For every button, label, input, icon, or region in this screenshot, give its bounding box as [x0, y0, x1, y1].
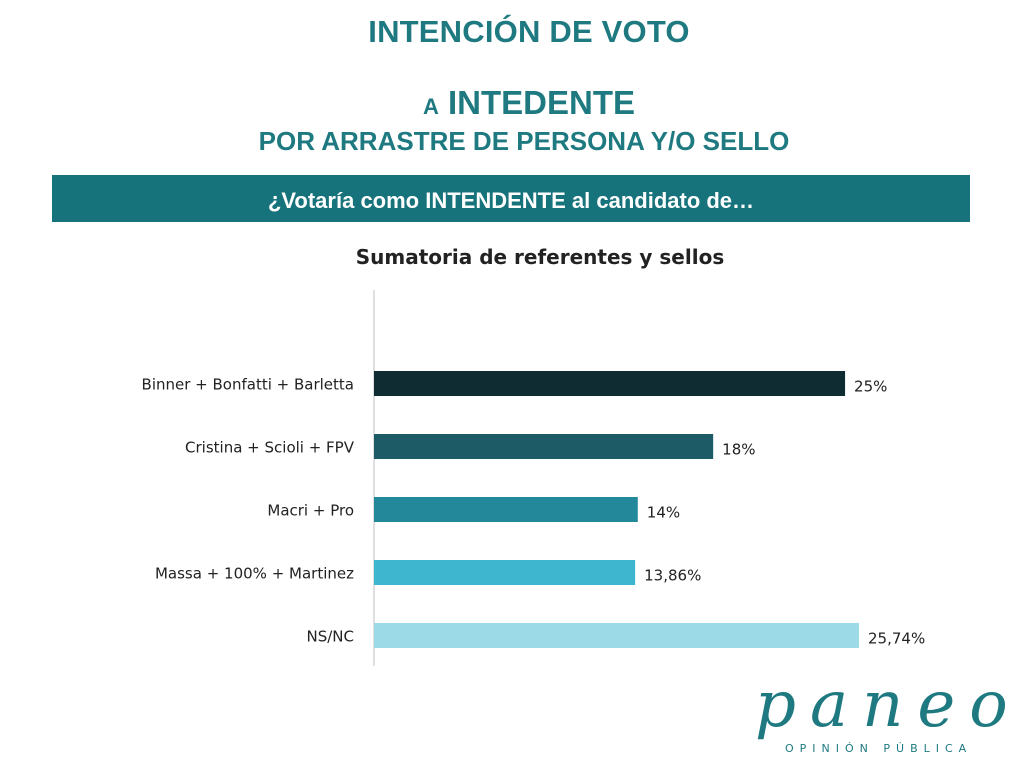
- page-title: INTENCIÓN DE VOTO: [368, 14, 690, 49]
- brand-tagline: OPINIÓN PÚBLICA: [785, 742, 973, 755]
- category-label: Binner + Bonfatti + Barletta: [142, 376, 354, 394]
- category-label: Macri + Pro: [267, 502, 354, 520]
- bar-4: [374, 623, 859, 648]
- category-label: Massa + 100% + Martinez: [155, 565, 354, 583]
- brand-name: paneo: [755, 668, 1022, 742]
- data-label: 18%: [722, 441, 755, 459]
- category-label: Cristina + Scioli + FPV: [185, 439, 355, 457]
- data-label: 14%: [647, 504, 680, 522]
- bar-1: [374, 434, 714, 459]
- question-banner: ¿Votaría como INTENDENTE al candidato de…: [52, 175, 970, 222]
- page-subtitle-2: POR ARRASTRE DE PERSONA Y/O SELLO: [258, 126, 790, 156]
- bar-2: [374, 497, 638, 522]
- data-label: 25%: [854, 378, 887, 396]
- chart-title: Sumatoria de referentes y sellos: [355, 245, 725, 269]
- category-label: NS/NC: [307, 628, 355, 646]
- brand-logo: paneo OPINIÓN PÚBLICA: [755, 670, 1015, 755]
- subtitle-prefix: A: [422, 94, 439, 119]
- bar-0: [374, 371, 846, 396]
- subtitle-main: INTEDENTE: [448, 84, 636, 121]
- data-label: 25,74%: [868, 630, 925, 648]
- bar-3: [374, 560, 636, 585]
- data-label: 13,86%: [644, 567, 701, 585]
- page-subtitle: A INTEDENTE: [0, 84, 1024, 122]
